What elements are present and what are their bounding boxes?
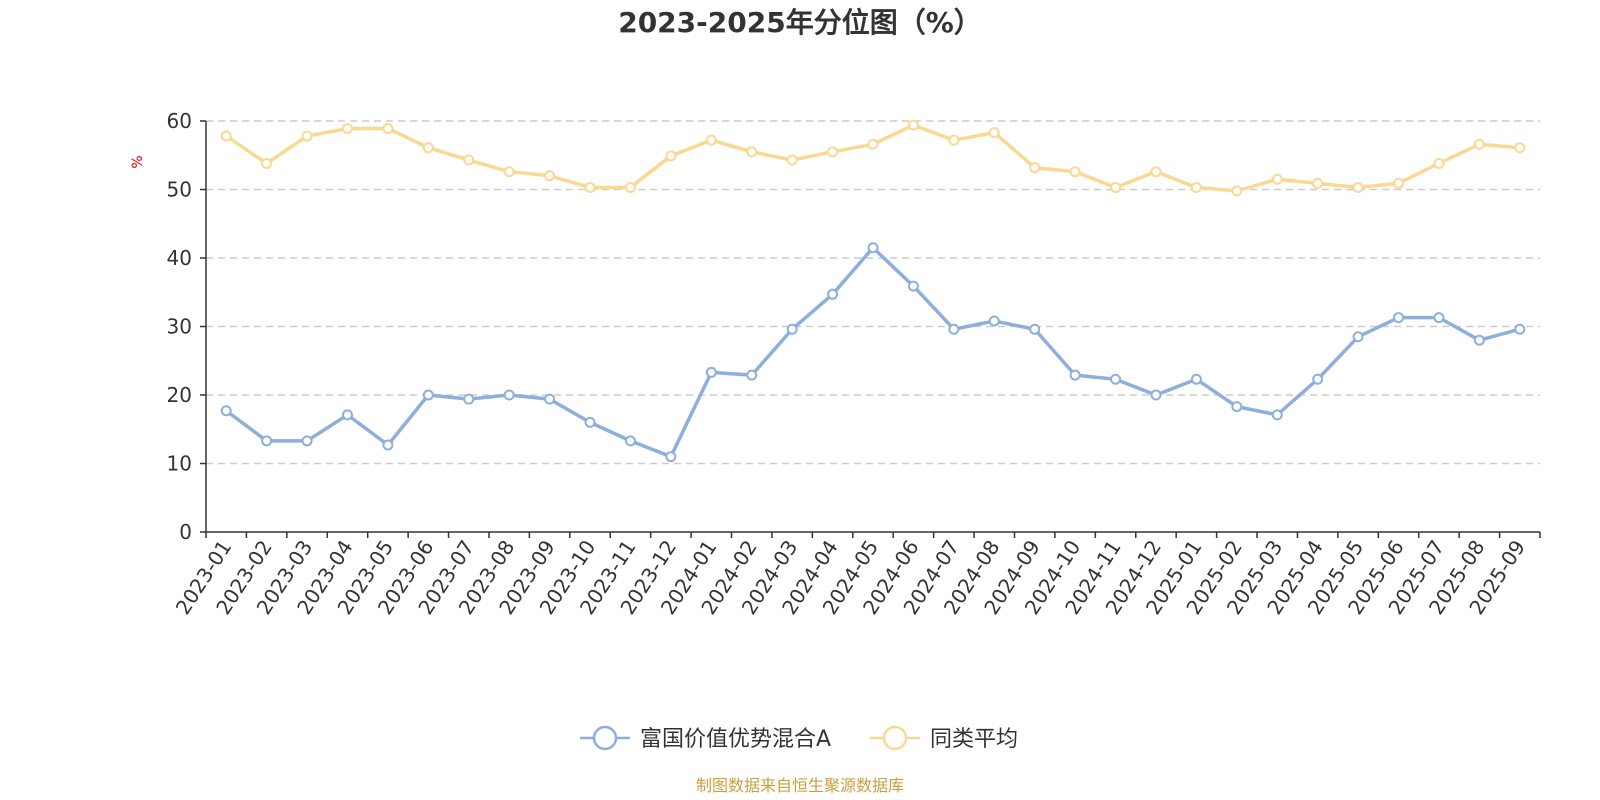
data-point[interactable] — [463, 154, 475, 166]
data-point[interactable] — [867, 138, 879, 150]
data-point[interactable] — [1312, 177, 1324, 189]
data-point[interactable] — [261, 157, 273, 169]
data-point[interactable] — [1150, 389, 1162, 401]
data-point[interactable] — [665, 451, 677, 463]
data-point[interactable] — [786, 323, 798, 335]
data-point[interactable] — [1069, 369, 1081, 381]
chart-title: 2023-2025年分位图（%） — [618, 6, 982, 39]
data-point[interactable] — [1029, 323, 1041, 335]
data-point[interactable] — [341, 409, 353, 421]
data-point[interactable] — [746, 369, 758, 381]
data-point[interactable] — [1150, 166, 1162, 178]
data-point[interactable] — [948, 134, 960, 146]
legend-marker-icon — [592, 725, 618, 751]
data-point[interactable] — [261, 435, 273, 447]
data-point[interactable] — [1514, 323, 1526, 335]
data-point[interactable] — [907, 119, 919, 131]
data-point[interactable] — [422, 389, 434, 401]
data-point[interactable] — [1271, 173, 1283, 185]
y-tick-label: 40 — [167, 246, 192, 270]
data-point[interactable] — [544, 393, 556, 405]
y-tick-label: 60 — [167, 109, 192, 133]
legend-label: 同类平均 — [930, 727, 1018, 752]
data-point[interactable] — [1514, 142, 1526, 154]
data-point[interactable] — [948, 323, 960, 335]
data-point[interactable] — [301, 130, 313, 142]
series-layer — [220, 119, 1526, 463]
y-axis-ticks: 0 10 20 30 40 50 60 — [167, 109, 206, 544]
y-tick-label: 10 — [167, 452, 192, 476]
data-point[interactable] — [382, 439, 394, 451]
data-point[interactable] — [1473, 138, 1485, 150]
data-point[interactable] — [1352, 181, 1364, 193]
data-point[interactable] — [1393, 177, 1405, 189]
data-point[interactable] — [1433, 157, 1445, 169]
series-line — [225, 123, 1520, 193]
y-axis-unit-label: % — [130, 155, 146, 168]
data-point[interactable] — [584, 181, 596, 193]
data-point[interactable] — [1231, 401, 1243, 413]
data-point[interactable] — [988, 127, 1000, 139]
data-point[interactable] — [624, 181, 636, 193]
data-point[interactable] — [1190, 181, 1202, 193]
data-point[interactable] — [1110, 181, 1122, 193]
data-point[interactable] — [746, 146, 758, 158]
axes — [205, 121, 1540, 533]
data-point[interactable] — [220, 405, 232, 417]
data-point[interactable] — [1069, 166, 1081, 178]
data-point[interactable] — [463, 393, 475, 405]
data-point[interactable] — [624, 435, 636, 447]
y-tick-label: 0 — [179, 520, 192, 544]
grid-lines — [206, 120, 1540, 465]
data-point[interactable] — [1271, 409, 1283, 421]
data-point[interactable] — [544, 170, 556, 182]
source-note: 制图数据来自恒生聚源数据库 — [696, 776, 904, 795]
data-point[interactable] — [422, 142, 434, 154]
x-axis-ticks: 2023-012023-022023-032023-042023-052023-… — [171, 532, 1541, 619]
legend-item[interactable]: 富国价值优势混合A — [580, 725, 831, 752]
data-point[interactable] — [988, 315, 1000, 327]
data-point[interactable] — [786, 154, 798, 166]
data-point[interactable] — [584, 416, 596, 428]
y-tick-label: 20 — [167, 383, 192, 407]
data-point[interactable] — [827, 288, 839, 300]
data-point[interactable] — [341, 123, 353, 135]
legend-label: 富国价值优势混合A — [640, 727, 831, 752]
data-point[interactable] — [220, 130, 232, 142]
legend[interactable]: 富国价值优势混合A 同类平均 — [580, 725, 1018, 752]
data-point[interactable] — [301, 435, 313, 447]
data-point[interactable] — [382, 123, 394, 135]
data-point[interactable] — [907, 280, 919, 292]
y-tick-label: 50 — [167, 178, 192, 202]
data-point[interactable] — [705, 134, 717, 146]
data-point[interactable] — [867, 242, 879, 254]
data-point[interactable] — [1190, 373, 1202, 385]
series-line — [225, 245, 1521, 459]
data-point[interactable] — [1352, 331, 1364, 343]
data-point[interactable] — [1393, 312, 1405, 324]
legend-item[interactable]: 同类平均 — [870, 725, 1018, 752]
legend-marker-icon — [882, 725, 908, 751]
data-point[interactable] — [1312, 373, 1324, 385]
data-point[interactable] — [1231, 185, 1243, 197]
data-point[interactable] — [1433, 312, 1445, 324]
data-point[interactable] — [1473, 334, 1485, 346]
data-point[interactable] — [705, 366, 717, 378]
data-point[interactable] — [503, 166, 515, 178]
y-tick-label: 30 — [167, 315, 192, 339]
data-point[interactable] — [827, 146, 839, 158]
data-point[interactable] — [665, 150, 677, 162]
data-point[interactable] — [1110, 373, 1122, 385]
data-point[interactable] — [503, 389, 515, 401]
data-point[interactable] — [1029, 162, 1041, 174]
